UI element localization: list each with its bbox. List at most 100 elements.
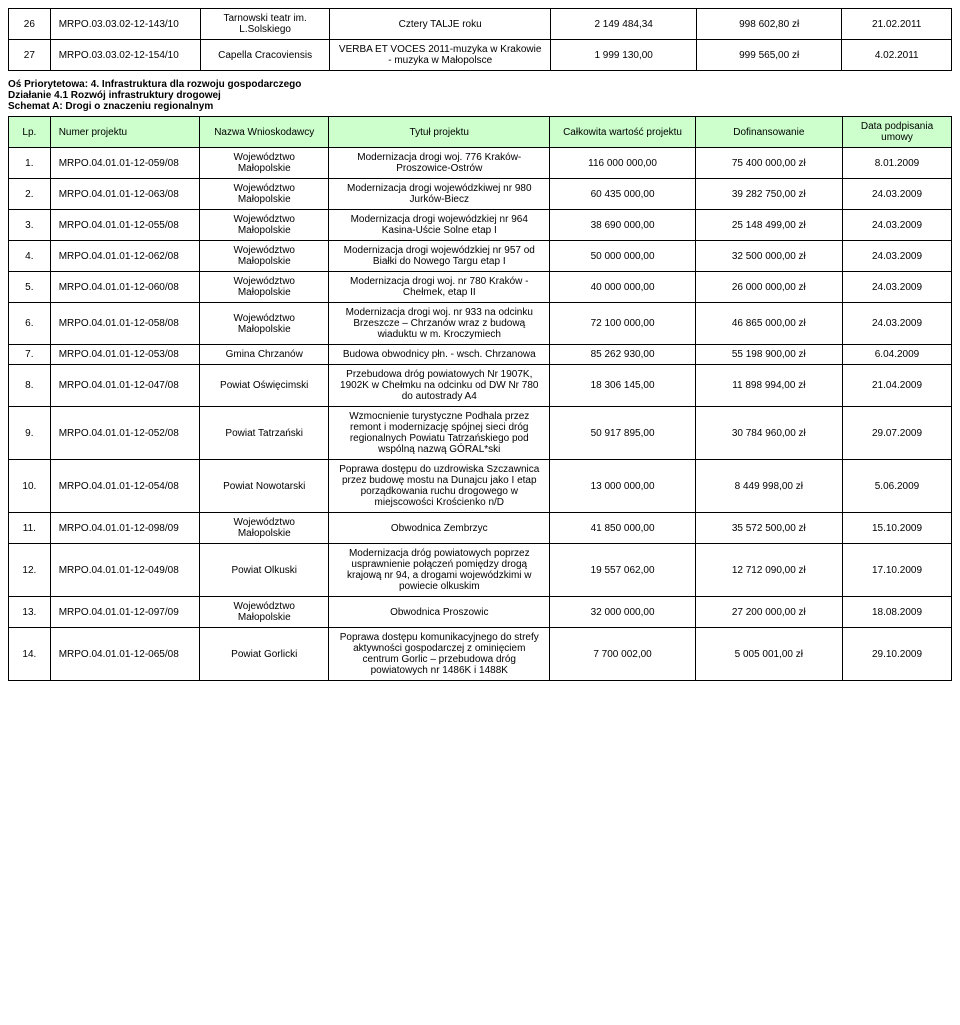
cell-num: MRPO.04.01.01-12-053/08 xyxy=(50,345,200,365)
table-row: 26MRPO.03.03.02-12-143/10Tarnowski teatr… xyxy=(9,9,952,40)
cell-val: 1 999 130,00 xyxy=(551,40,697,71)
cell-wn: Tarnowski teatr im. L.Solskiego xyxy=(201,9,330,40)
cell-wn: Województwo Małopolskie xyxy=(200,303,329,345)
cell-val: 50 917 895,00 xyxy=(550,407,695,460)
table-row: 7.MRPO.04.01.01-12-053/08Gmina ChrzanówB… xyxy=(9,345,952,365)
cell-dof: 5 005 001,00 zł xyxy=(695,628,842,681)
cell-num: MRPO.04.01.01-12-098/09 xyxy=(50,513,200,544)
table-row: 12.MRPO.04.01.01-12-049/08Powiat Olkuski… xyxy=(9,544,952,597)
cell-title: Poprawa dostępu komunikacyjnego do stref… xyxy=(329,628,550,681)
cell-date: 15.10.2009 xyxy=(843,513,952,544)
cell-lp: 11. xyxy=(9,513,51,544)
cell-wn: Powiat Olkuski xyxy=(200,544,329,597)
header-num: Numer projektu xyxy=(50,117,200,148)
cell-title: Modernizacja dróg powiatowych poprzez us… xyxy=(329,544,550,597)
cell-val: 2 149 484,34 xyxy=(551,9,697,40)
header-val: Całkowita wartość projektu xyxy=(550,117,695,148)
cell-num: MRPO.04.01.01-12-063/08 xyxy=(50,179,200,210)
table-row: 10.MRPO.04.01.01-12-054/08Powiat Nowotar… xyxy=(9,460,952,513)
cell-wn: Capella Cracoviensis xyxy=(201,40,330,71)
cell-lp: 14. xyxy=(9,628,51,681)
cell-val: 18 306 145,00 xyxy=(550,365,695,407)
cell-num: MRPO.04.01.01-12-062/08 xyxy=(50,241,200,272)
table-row: 1.MRPO.04.01.01-12-059/08Województwo Mał… xyxy=(9,148,952,179)
cell-title: Wzmocnienie turystyczne Podhala przez re… xyxy=(329,407,550,460)
cell-num: MRPO.04.01.01-12-060/08 xyxy=(50,272,200,303)
cell-title: Cztery TALJE roku xyxy=(329,9,550,40)
cell-date: 24.03.2009 xyxy=(843,241,952,272)
cell-val: 41 850 000,00 xyxy=(550,513,695,544)
cell-num: MRPO.04.01.01-12-059/08 xyxy=(50,148,200,179)
cell-wn: Powiat Gorlicki xyxy=(200,628,329,681)
cell-val: 40 000 000,00 xyxy=(550,272,695,303)
cell-val: 116 000 000,00 xyxy=(550,148,695,179)
cell-dof: 998 602,80 zł xyxy=(696,9,842,40)
cell-lp: 3. xyxy=(9,210,51,241)
cell-num: MRPO.04.01.01-12-049/08 xyxy=(50,544,200,597)
main-table: Lp. Numer projektu Nazwa Wnioskodawcy Ty… xyxy=(8,116,952,681)
cell-date: 21.04.2009 xyxy=(843,365,952,407)
cell-wn: Województwo Małopolskie xyxy=(200,597,329,628)
cell-lp: 1. xyxy=(9,148,51,179)
cell-val: 72 100 000,00 xyxy=(550,303,695,345)
cell-dof: 55 198 900,00 zł xyxy=(695,345,842,365)
cell-dof: 12 712 090,00 zł xyxy=(695,544,842,597)
cell-val: 19 557 062,00 xyxy=(550,544,695,597)
cell-dof: 11 898 994,00 zł xyxy=(695,365,842,407)
cell-wn: Województwo Małopolskie xyxy=(200,179,329,210)
cell-title: Przebudowa dróg powiatowych Nr 1907K, 19… xyxy=(329,365,550,407)
cell-lp: 8. xyxy=(9,365,51,407)
cell-title: Poprawa dostępu do uzdrowiska Szczawnica… xyxy=(329,460,550,513)
cell-title: Modernizacja drogi wojewódzkiej nr 957 o… xyxy=(329,241,550,272)
cell-title: Obwodnica Zembrzyc xyxy=(329,513,550,544)
cell-title: Obwodnica Proszowic xyxy=(329,597,550,628)
cell-date: 29.10.2009 xyxy=(843,628,952,681)
cell-lp: 4. xyxy=(9,241,51,272)
table-row: 2.MRPO.04.01.01-12-063/08Województwo Mał… xyxy=(9,179,952,210)
table-row: 5.MRPO.04.01.01-12-060/08Województwo Mał… xyxy=(9,272,952,303)
cell-dof: 32 500 000,00 zł xyxy=(695,241,842,272)
header-date: Data podpisania umowy xyxy=(843,117,952,148)
table-row: 6.MRPO.04.01.01-12-058/08Województwo Mał… xyxy=(9,303,952,345)
cell-num: MRPO.03.03.02-12-143/10 xyxy=(50,9,201,40)
cell-num: MRPO.04.01.01-12-058/08 xyxy=(50,303,200,345)
cell-val: 32 000 000,00 xyxy=(550,597,695,628)
cell-num: MRPO.04.01.01-12-047/08 xyxy=(50,365,200,407)
cell-wn: Powiat Oświęcimski xyxy=(200,365,329,407)
cell-title: Modernizacja drogi woj. nr 780 Kraków - … xyxy=(329,272,550,303)
cell-dof: 39 282 750,00 zł xyxy=(695,179,842,210)
table-row: 13.MRPO.04.01.01-12-097/09Województwo Ma… xyxy=(9,597,952,628)
cell-lp: 27 xyxy=(9,40,51,71)
cell-date: 6.04.2009 xyxy=(843,345,952,365)
cell-wn: Województwo Małopolskie xyxy=(200,148,329,179)
cell-lp: 2. xyxy=(9,179,51,210)
cell-lp: 10. xyxy=(9,460,51,513)
cell-wn: Gmina Chrzanów xyxy=(200,345,329,365)
top-table: 26MRPO.03.03.02-12-143/10Tarnowski teatr… xyxy=(8,8,952,71)
cell-val: 60 435 000,00 xyxy=(550,179,695,210)
cell-date: 18.08.2009 xyxy=(843,597,952,628)
cell-val: 38 690 000,00 xyxy=(550,210,695,241)
cell-dof: 27 200 000,00 zł xyxy=(695,597,842,628)
table-row: 3.MRPO.04.01.01-12-055/08Województwo Mał… xyxy=(9,210,952,241)
cell-lp: 13. xyxy=(9,597,51,628)
table-row: 4.MRPO.04.01.01-12-062/08Województwo Mał… xyxy=(9,241,952,272)
cell-title: Modernizacja drogi wojewódzkiej nr 964 K… xyxy=(329,210,550,241)
table-header-row: Lp. Numer projektu Nazwa Wnioskodawcy Ty… xyxy=(9,117,952,148)
section-heading: Oś Priorytetowa: 4. Infrastruktura dla r… xyxy=(8,71,952,116)
header-title: Tytuł projektu xyxy=(329,117,550,148)
cell-date: 29.07.2009 xyxy=(843,407,952,460)
cell-title: Budowa obwodnicy płn. - wsch. Chrzanowa xyxy=(329,345,550,365)
cell-wn: Województwo Małopolskie xyxy=(200,210,329,241)
cell-dof: 30 784 960,00 zł xyxy=(695,407,842,460)
cell-num: MRPO.04.01.01-12-055/08 xyxy=(50,210,200,241)
cell-dof: 999 565,00 zł xyxy=(696,40,842,71)
cell-dof: 26 000 000,00 zł xyxy=(695,272,842,303)
cell-val: 50 000 000,00 xyxy=(550,241,695,272)
cell-title: Modernizacja drogi woj. nr 933 na odcink… xyxy=(329,303,550,345)
header-dof: Dofinansowanie xyxy=(695,117,842,148)
section-line1: Oś Priorytetowa: 4. Infrastruktura dla r… xyxy=(8,79,952,90)
cell-lp: 9. xyxy=(9,407,51,460)
cell-num: MRPO.04.01.01-12-052/08 xyxy=(50,407,200,460)
table-row: 11.MRPO.04.01.01-12-098/09Województwo Ma… xyxy=(9,513,952,544)
